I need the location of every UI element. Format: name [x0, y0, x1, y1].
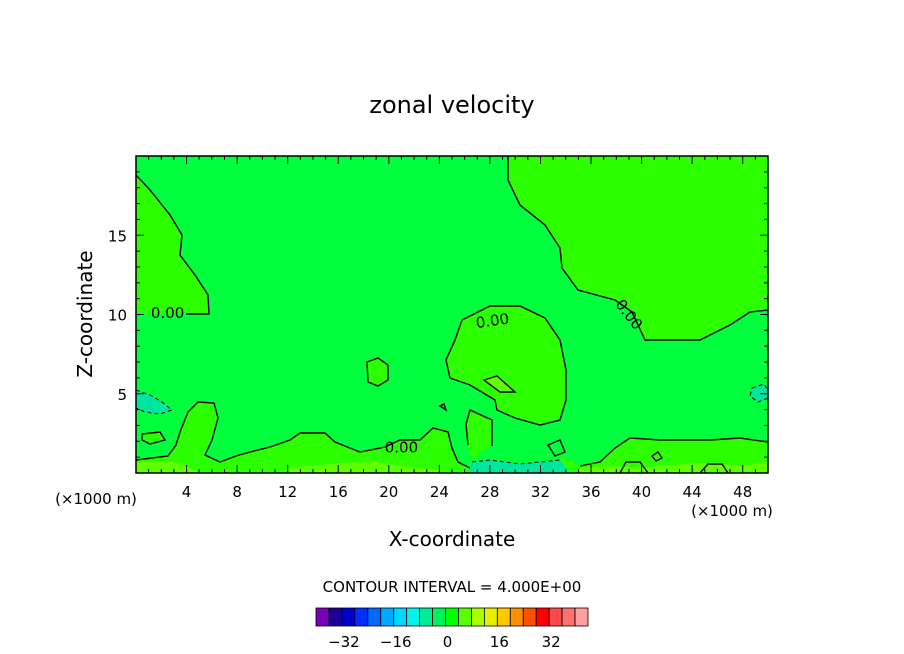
x-unit-left: (×1000 m)	[55, 490, 137, 508]
region-negative-right	[750, 384, 768, 402]
colorbar-swatch	[574, 607, 589, 627]
contour-label: 0.00	[385, 439, 418, 457]
x-tick-label: 16	[329, 483, 348, 501]
x-tick-label: 24	[430, 483, 449, 501]
contour-label: 0.00	[151, 304, 184, 322]
x-tick-label: 8	[232, 483, 242, 501]
colorbar-tick-labels: −32 −16 0 16 32	[328, 633, 561, 651]
colorbar-swatch	[393, 607, 408, 627]
y-tick-label: 10	[108, 307, 127, 325]
chart-title: zonal velocity	[369, 91, 534, 119]
zero-contours	[136, 156, 768, 473]
x-axis-label: X-coordinate	[389, 527, 516, 551]
y-tick-label: 5	[117, 386, 127, 404]
x-tick-label: 44	[683, 483, 702, 501]
region-positive-strong-center	[484, 376, 515, 392]
region-negative-left	[136, 390, 172, 414]
negative-contours	[136, 383, 768, 465]
x-tick-label: 20	[379, 483, 398, 501]
colorbar-swatch	[328, 607, 343, 627]
colorbar-tick-label: 32	[542, 633, 561, 651]
contour-interval-label: CONTOUR INTERVAL = 4.000E+00	[323, 578, 582, 596]
region-negative-bottom-center	[468, 460, 570, 473]
colorbar-tick-label: 16	[490, 633, 509, 651]
colorbar-tick-label: −16	[380, 633, 412, 651]
colorbar-swatch	[341, 607, 356, 627]
colorbar-swatch	[432, 607, 446, 627]
colorbar	[315, 607, 589, 627]
x-unit-right: (×1000 m)	[691, 502, 773, 520]
x-tick-label: 32	[531, 483, 550, 501]
colorbar-swatch	[380, 607, 395, 627]
colorbar-swatch	[496, 607, 511, 627]
colorbar-swatch	[315, 607, 330, 627]
x-tick-label: 28	[480, 483, 499, 501]
y-axis-label: Z-coordinate	[73, 250, 97, 377]
colorbar-swatch	[406, 607, 421, 627]
colorbar-swatch	[367, 607, 382, 627]
region-positive-top-left	[136, 175, 209, 314]
colorbar-swatch	[458, 607, 472, 627]
x-tick-label: 48	[733, 483, 752, 501]
colorbar-swatch	[471, 607, 485, 627]
x-tick-label: 36	[581, 483, 600, 501]
colorbar-swatch	[535, 607, 550, 627]
colorbar-swatch	[419, 607, 433, 627]
y-tick-label: 15	[108, 227, 127, 245]
colorbar-tick-label: 0	[443, 633, 453, 651]
contour-label: 0.00	[475, 310, 511, 332]
colorbar-swatch	[445, 607, 459, 627]
x-tick-label: 4	[182, 483, 192, 501]
colorbar-swatch	[548, 607, 563, 627]
region-positive-small-blob	[367, 358, 388, 386]
region-positive-center	[446, 306, 566, 425]
colorbar-swatch	[522, 607, 537, 627]
region-positive-bottom-left	[136, 402, 768, 473]
x-tick-label: 40	[632, 483, 651, 501]
colorbar-tick-label: −32	[328, 633, 360, 651]
colorbar-swatch	[483, 607, 498, 627]
region-positive-strong-bottom	[136, 462, 768, 473]
x-tick-label: 12	[278, 483, 297, 501]
colorbar-swatch	[354, 607, 369, 627]
plot-area: 0.00 0.00 0.000.00 4 8 12 16 20 24 28 32 36 40 44 485…	[108, 155, 769, 501]
colorbar-swatch	[509, 607, 524, 627]
region-positive-top-right	[508, 156, 768, 340]
colorbar-swatch	[561, 607, 576, 627]
